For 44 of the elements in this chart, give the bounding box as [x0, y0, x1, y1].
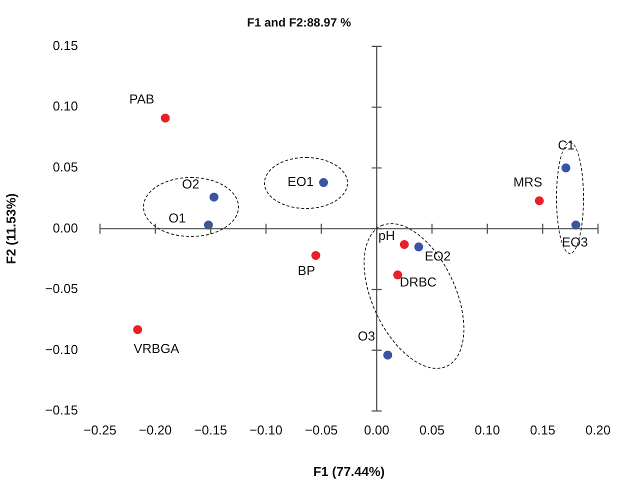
series-label: EO2 [424, 248, 451, 264]
series-label: EO1 [288, 174, 314, 190]
chart-title: F1 and F2:88.97 % [246, 16, 352, 30]
series-label: EO3 [562, 234, 588, 250]
series-label: VRBGA [134, 341, 180, 356]
x-tick-label: −0.10 [250, 422, 282, 438]
x-tick-label: 0.20 [585, 422, 611, 438]
point [383, 350, 392, 360]
x-axis-title: F1 (77.44%) [313, 464, 385, 479]
point [319, 178, 328, 188]
series-label: O2 [182, 176, 200, 192]
x-tick-label: −0.05 [304, 422, 338, 438]
y-tick-label: 0.10 [52, 98, 78, 114]
series-label: DRBC [400, 274, 437, 290]
series-label: O3 [358, 328, 376, 344]
y-tick-label: 0.00 [52, 220, 78, 236]
point [534, 196, 544, 206]
series-label: pH [378, 228, 395, 244]
series-label: O1 [168, 210, 186, 226]
y-tick-label: 0.15 [52, 38, 78, 53]
x-tick-label: 0.00 [364, 422, 390, 438]
point [160, 114, 170, 123]
point [133, 325, 142, 334]
series-label: MRS [513, 174, 543, 190]
y-tick-label: −0.15 [45, 402, 78, 418]
point [209, 192, 218, 202]
series-label: C1 [558, 138, 575, 153]
x-tick-label: −0.20 [138, 422, 172, 438]
series-label: PAB [129, 92, 154, 107]
x-tick-label: 0.15 [530, 422, 556, 438]
y-tick-label: −0.05 [45, 281, 78, 296]
point [393, 270, 402, 280]
point [561, 163, 570, 172]
x-tick-label: 0.10 [474, 422, 500, 438]
y-axis-title: F2 (11.53%) [3, 193, 18, 264]
series-label: BP [298, 263, 316, 278]
x-tick-label: 0.05 [419, 422, 445, 438]
point [311, 250, 320, 260]
point [400, 240, 409, 249]
x-tick-label: −0.15 [194, 422, 228, 438]
x-tick-label: −0.25 [84, 422, 116, 438]
y-tick-label: 0.05 [52, 160, 78, 175]
y-tick-label: −0.10 [45, 342, 78, 357]
point [414, 242, 424, 252]
